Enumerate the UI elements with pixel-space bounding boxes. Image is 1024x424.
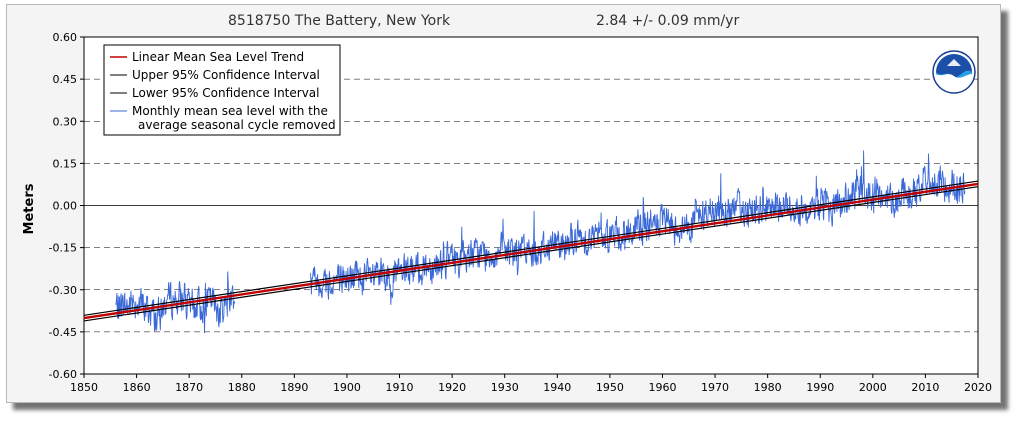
chart-frame: 8518750 The Battery, New York 2.84 +/- 0…	[6, 4, 1001, 403]
y-axis-label: Meters	[22, 183, 37, 234]
x-tick-label: 2010	[911, 381, 939, 394]
y-axis-ticks: 0.60 0.45 0.30 0.15 0.00 -0.15 -0.30 -0.45 -0.60	[49, 31, 84, 381]
y-tick-label: 0.60	[53, 31, 78, 44]
y-tick-label: -0.30	[49, 284, 77, 297]
y-tick-label: -0.60	[49, 368, 77, 381]
sea-level-chart: 8518750 The Battery, New York 2.84 +/- 0…	[22, 13, 992, 394]
legend-label-monthly-line2: average seasonal cycle removed	[138, 118, 336, 132]
upper-ci-line	[83, 180, 979, 316]
x-tick-label: 1950	[596, 381, 624, 394]
legend-label-trend: Linear Mean Sea Level Trend	[132, 50, 304, 64]
x-tick-label: 1980	[754, 381, 782, 394]
legend-label-upper-ci: Upper 95% Confidence Interval	[132, 68, 320, 82]
x-tick-label: 1990	[806, 381, 834, 394]
x-tick-label: 1870	[175, 381, 203, 394]
x-tick-label: 1920	[438, 381, 466, 394]
y-tick-label: 0.30	[53, 115, 78, 128]
legend-label-monthly: Monthly mean sea level with the	[132, 104, 328, 118]
noaa-logo-icon	[932, 50, 976, 94]
y-tick-label: -0.15	[49, 242, 77, 255]
x-tick-label: 1890	[280, 381, 308, 394]
x-tick-label: 1910	[386, 381, 414, 394]
x-tick-label: 1880	[228, 381, 256, 394]
legend: Linear Mean Sea Level Trend Upper 95% Co…	[103, 44, 341, 136]
x-tick-label: 2000	[859, 381, 887, 394]
x-tick-label: 1930	[491, 381, 519, 394]
x-tick-label: 2020	[964, 381, 992, 394]
x-tick-label: 1850	[70, 381, 98, 394]
trend-line	[83, 182, 979, 320]
lower-ci-line	[83, 186, 979, 322]
y-tick-label: -0.45	[49, 326, 77, 339]
x-tick-label: 1960	[648, 381, 676, 394]
chart-title: 8518750 The Battery, New York	[228, 13, 451, 29]
y-tick-label: 0.15	[53, 157, 78, 170]
x-tick-label: 1860	[123, 381, 151, 394]
legend-label-lower-ci: Lower 95% Confidence Interval	[132, 86, 320, 100]
y-tick-label: 0.45	[53, 73, 78, 86]
x-tick-label: 1900	[333, 381, 361, 394]
series-layer	[83, 150, 979, 334]
y-tick-label: 0.00	[53, 200, 78, 213]
x-tick-label: 1970	[701, 381, 729, 394]
monthly-sea-level-line	[309, 150, 966, 305]
x-axis-ticks: 1850 1860 1870 1880 1890 1900 1910 1920 1930 1940…	[70, 374, 992, 394]
x-tick-label: 1940	[543, 381, 571, 394]
legend-box	[103, 44, 341, 136]
chart-subtitle: 2.84 +/- 0.09 mm/yr	[596, 13, 739, 29]
